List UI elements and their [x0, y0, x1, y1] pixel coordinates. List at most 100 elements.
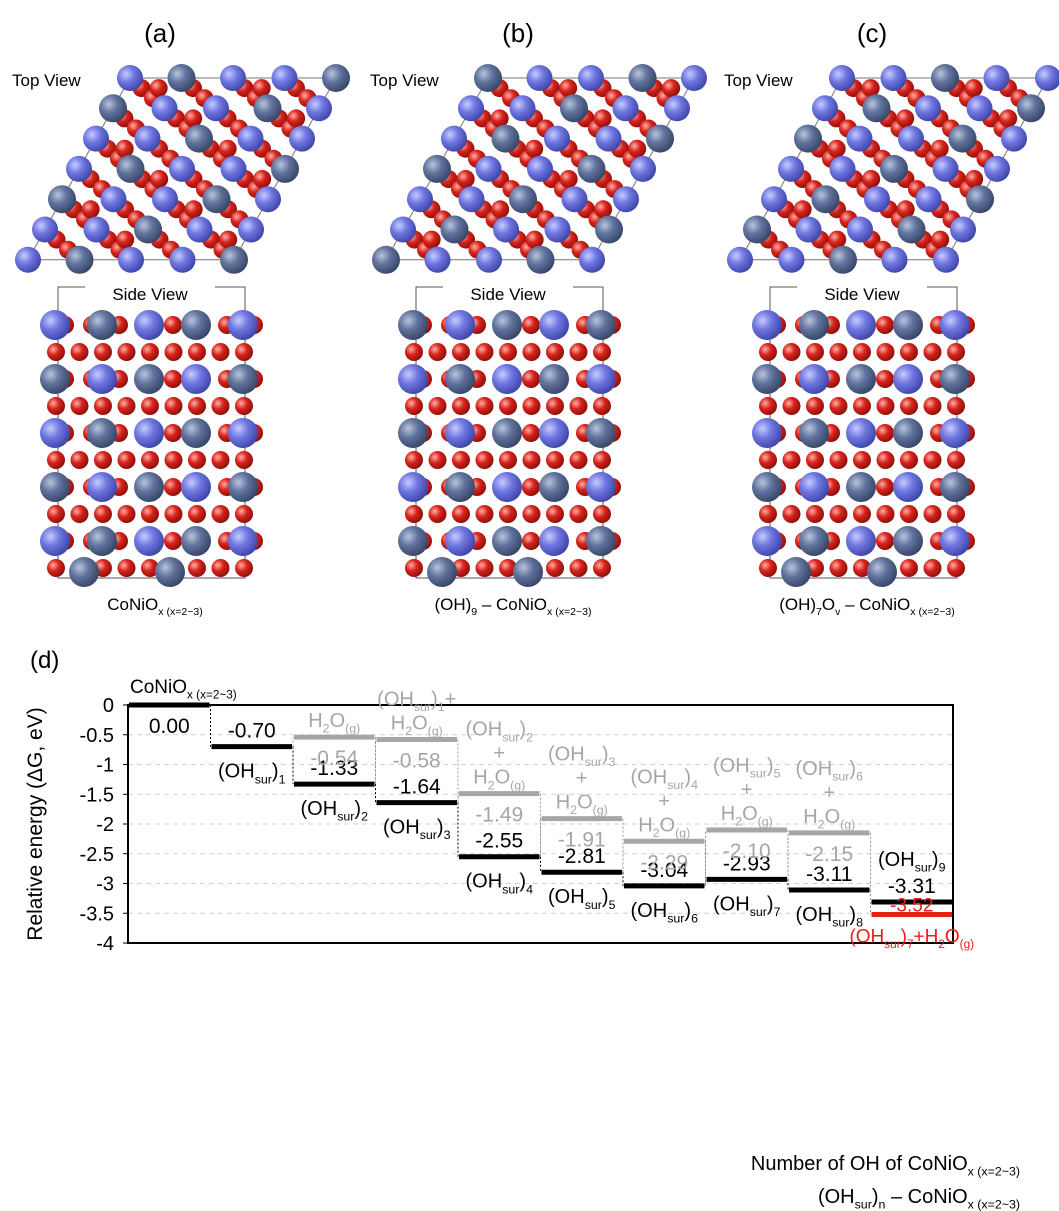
co-atom — [967, 95, 993, 121]
ni-atom — [539, 364, 569, 394]
level-label-part: sur — [915, 861, 932, 875]
level-label: (OHsur)2 — [301, 798, 369, 824]
oxygen-atom — [522, 316, 540, 334]
co-atom — [476, 247, 502, 273]
y-tick-label: -4 — [96, 933, 114, 955]
y-tick-label: -1 — [96, 755, 114, 777]
co-atom — [398, 364, 428, 394]
oxygen-atom — [476, 343, 494, 361]
ni-atom — [595, 216, 623, 244]
co-atom — [933, 247, 959, 273]
ni-atom — [863, 94, 891, 122]
oxygen-atom — [783, 451, 801, 469]
co-atom — [1001, 126, 1027, 152]
co-atom — [117, 65, 143, 91]
value-label: -0.54 — [310, 747, 358, 770]
level-label: H2O(g) — [308, 710, 360, 736]
structure-caption-part: O — [822, 595, 835, 614]
co-atom — [752, 418, 782, 448]
co-atom — [915, 95, 941, 121]
oxygen-atom — [876, 316, 894, 334]
structure-caption-part: x (x=2~3) — [547, 606, 592, 618]
oxygen-atom — [862, 170, 880, 188]
ni-atom — [271, 155, 299, 183]
level-label-part: H — [473, 767, 487, 789]
co-atom — [664, 95, 690, 121]
oxygen-atom — [593, 559, 611, 577]
oxygen-atom — [141, 505, 159, 523]
oxygen-atom — [522, 424, 540, 442]
y-tick-label: -3 — [96, 874, 114, 896]
oxygen-atom — [931, 231, 949, 249]
ni-atom — [799, 310, 829, 340]
level-label: (OHsur)9 — [878, 849, 946, 875]
co-atom — [752, 526, 782, 556]
oxygen-atom — [47, 451, 65, 469]
oxygen-atom — [806, 451, 824, 469]
oxygen-atom — [853, 505, 871, 523]
co-atom — [407, 186, 433, 212]
co-atom — [203, 95, 229, 121]
oxygen-atom — [593, 505, 611, 523]
level-label-part: (OH — [796, 758, 833, 780]
co-atom — [778, 156, 804, 182]
co-atom — [445, 526, 475, 556]
oxygen-atom — [188, 505, 206, 523]
ni-atom — [578, 155, 606, 183]
oxygen-atom — [830, 397, 848, 415]
oxygen-atom — [452, 451, 470, 469]
level-label: + — [576, 768, 588, 790]
oxygen-atom — [546, 559, 564, 577]
ni-atom — [254, 94, 282, 122]
level-label: (OHsur)4 — [631, 766, 699, 792]
x-axis-title: (OHsur)n – CoNiOx (x=2~3) — [818, 1186, 1020, 1211]
ni-atom — [398, 526, 428, 556]
oxygen-atom — [47, 559, 65, 577]
level-label: + — [823, 782, 835, 804]
oxygen-atom — [560, 170, 578, 188]
oxygen-atom — [219, 140, 237, 158]
value-label: -2.10 — [723, 840, 771, 863]
y-tick-label: -2 — [96, 814, 114, 836]
oxygen-atom — [499, 343, 517, 361]
level-label-part: (g) — [758, 815, 773, 829]
level-label-part: ) — [519, 719, 526, 741]
x-axis-title-part: – CoNiO — [885, 1186, 967, 1208]
ni-atom — [398, 418, 428, 448]
level-label-part: ) — [849, 758, 856, 780]
level-label-part: (OH — [713, 893, 750, 915]
oxygen-atom — [947, 343, 965, 361]
oxygen-atom — [235, 343, 253, 361]
oxygen-atom — [47, 397, 65, 415]
ni-atom — [867, 557, 897, 587]
co-atom — [846, 418, 876, 448]
oxygen-atom — [212, 559, 230, 577]
oxygen-atom — [876, 478, 894, 496]
oxygen-atom — [947, 397, 965, 415]
oxygen-atom — [853, 451, 871, 469]
level-label-part: 3 — [444, 828, 451, 842]
level-label-part: H — [721, 803, 735, 825]
ni-atom — [87, 310, 117, 340]
ni-atom — [893, 526, 923, 556]
level-label-part: ) — [437, 817, 444, 839]
oxygen-atom — [593, 397, 611, 415]
level-label-part: + — [823, 782, 835, 804]
oxygen-atom — [71, 343, 89, 361]
level-label-part: CoNiO — [130, 677, 187, 698]
ni-atom — [134, 472, 164, 502]
level-label-part: H — [803, 806, 817, 828]
co-atom — [681, 65, 707, 91]
oxygen-atom — [947, 505, 965, 523]
level-label-part: (g) — [960, 938, 974, 951]
co-atom — [846, 310, 876, 340]
oxygen-atom — [924, 505, 942, 523]
co-atom — [492, 364, 522, 394]
oxygen-atom — [877, 505, 895, 523]
level-label-part: +H — [914, 926, 939, 947]
co-atom — [32, 217, 58, 243]
structure-caption: (OH)9 – CoNiOx (x=2~3) — [434, 595, 591, 618]
level-label-part: (g) — [593, 803, 608, 817]
level-label-part: 5 — [609, 898, 616, 912]
oxygen-atom — [164, 532, 182, 550]
